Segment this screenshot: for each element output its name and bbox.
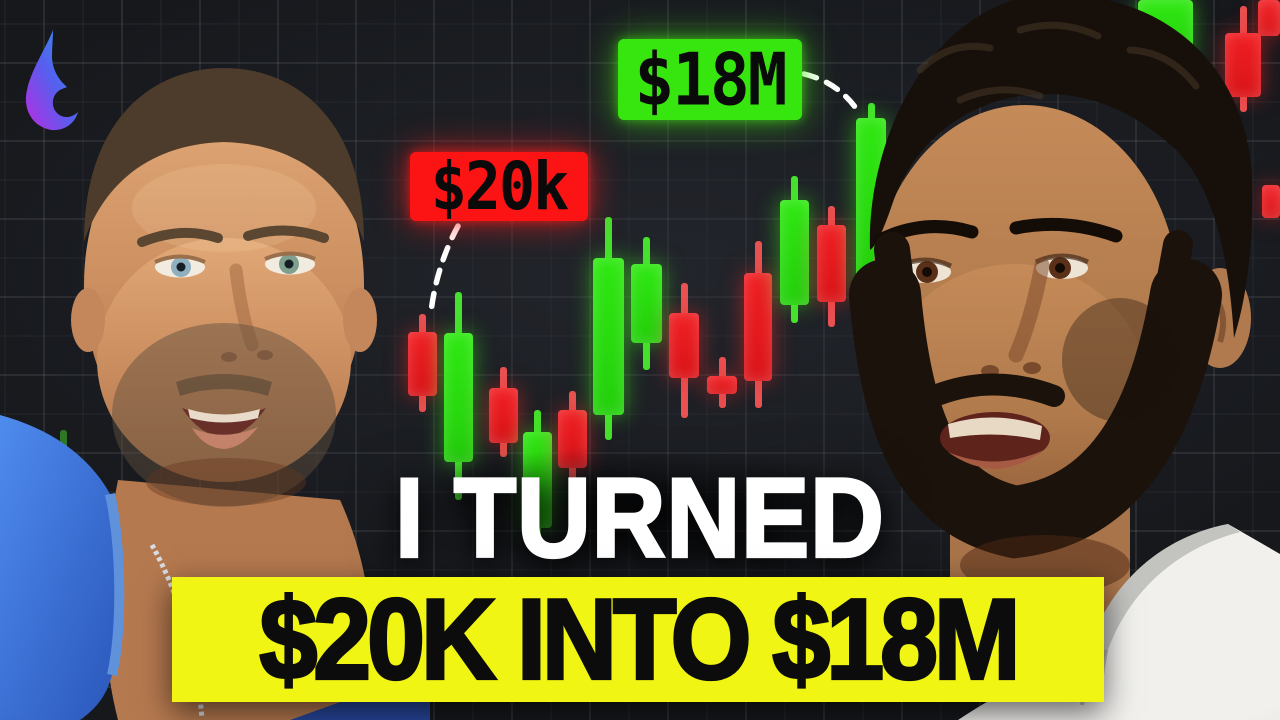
headline-banner: $20K INTO $18M [172, 577, 1104, 702]
droplet-logo-shape [25, 30, 78, 131]
candle-body-green [631, 264, 662, 343]
person-right-hair [869, 0, 1253, 338]
person-right-mustache [929, 373, 1065, 407]
headline-shadow [290, 425, 990, 595]
person-right-beard [849, 259, 1222, 559]
candle-body-green [593, 258, 624, 415]
start-amount-badge: $20k [410, 148, 588, 225]
candle-body-red [408, 332, 437, 396]
person-left-teeth [188, 409, 260, 423]
person-left-neck-shadow [146, 458, 306, 506]
person-right-nose [1008, 257, 1050, 363]
candle-body-red [744, 273, 772, 381]
end-amount-badge: $18M [618, 37, 802, 122]
person-left-lower-lip [192, 427, 258, 449]
person-left-nose [229, 263, 259, 352]
person-left-mustache [176, 374, 272, 396]
person-left-shirt [0, 415, 120, 720]
person-left-ear-2 [343, 288, 377, 352]
headline-line2: $20K INTO $18M [258, 575, 1022, 704]
end-badge-connector-line [801, 71, 863, 117]
person-left-eyebrow-2 [243, 225, 329, 243]
start-amount-label: $20k [430, 148, 569, 225]
person-left-hair [84, 68, 364, 242]
candle-body-red [707, 376, 737, 394]
person-right-eyebrow-2 [1009, 217, 1123, 243]
channel-logo-icon [25, 30, 78, 131]
candle-body-red [1262, 185, 1280, 218]
candle-body-red [1225, 33, 1261, 97]
end-amount-label: $18M [634, 37, 788, 122]
start-badge-connector-line [428, 223, 461, 315]
person-right-hair-curls [916, 21, 1200, 104]
candle-body-red [1258, 0, 1280, 36]
candle-body-red [817, 225, 846, 302]
candle-body-green [780, 200, 809, 305]
person-left-eyebrow [137, 227, 223, 247]
person-left-ear [71, 288, 105, 352]
person-left-shirt-collar [105, 492, 125, 677]
headline-line1: I TURNED [394, 455, 886, 581]
candle-body-red [669, 313, 699, 378]
